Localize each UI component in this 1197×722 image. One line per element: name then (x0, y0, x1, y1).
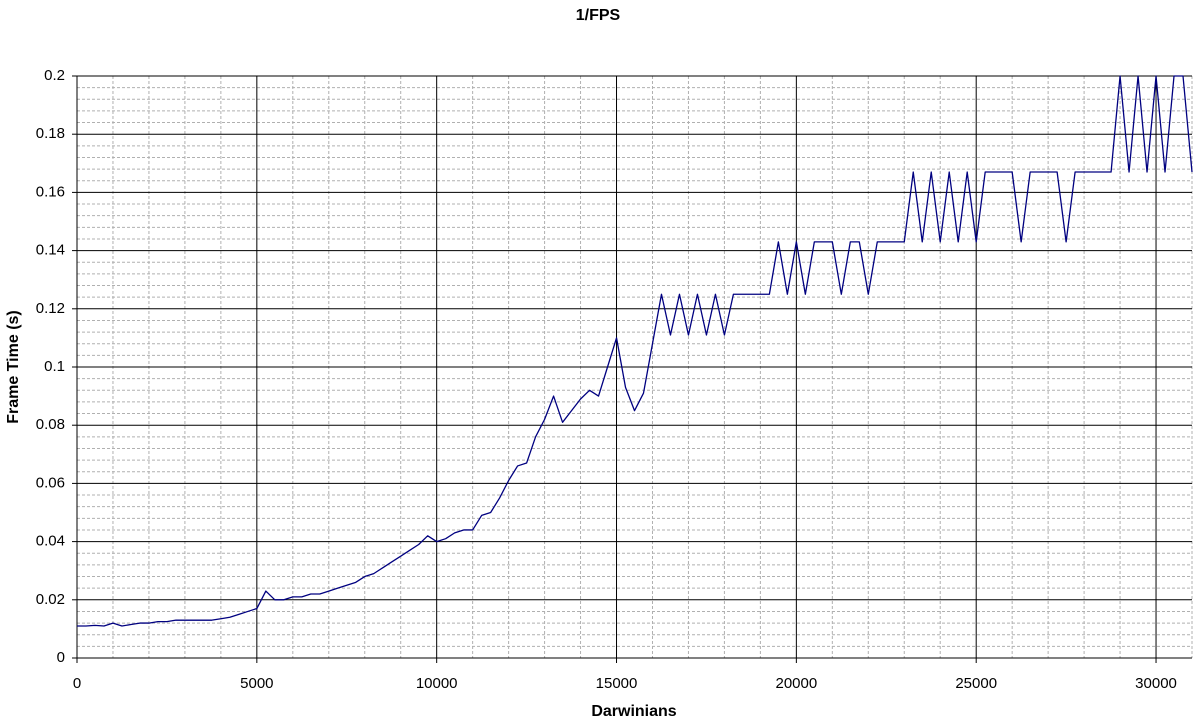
x-tick-label: 20000 (775, 675, 817, 692)
y-tick-label: 0 (57, 649, 65, 666)
grid (76, 75, 1193, 659)
y-tick-label: 0.14 (36, 242, 65, 259)
chart-title: 1/FPS (576, 7, 621, 24)
y-tick-label: 0.04 (36, 533, 65, 550)
x-tick-label: 10000 (416, 675, 458, 692)
y-tick-label: 0.06 (36, 474, 65, 491)
y-tick-label: 0.18 (36, 125, 65, 142)
x-tick-label: 30000 (1135, 675, 1177, 692)
x-tick-label: 5000 (240, 675, 273, 692)
x-axis-label: Darwinians (591, 703, 676, 720)
y-tick-label: 0.1 (44, 358, 65, 375)
y-axis-label: Frame Time (s) (5, 310, 22, 424)
y-tick-label: 0.08 (36, 416, 65, 433)
x-tick-label: 0 (73, 675, 81, 692)
x-tick-label: 25000 (955, 675, 997, 692)
y-tick-label: 0.12 (36, 300, 65, 317)
data-line (77, 75, 1193, 627)
y-tick-label: 0.2 (44, 67, 65, 84)
y-tick-label: 0.16 (36, 183, 65, 200)
y-tick-label: 0.02 (36, 591, 65, 608)
x-tick-label: 15000 (596, 675, 638, 692)
